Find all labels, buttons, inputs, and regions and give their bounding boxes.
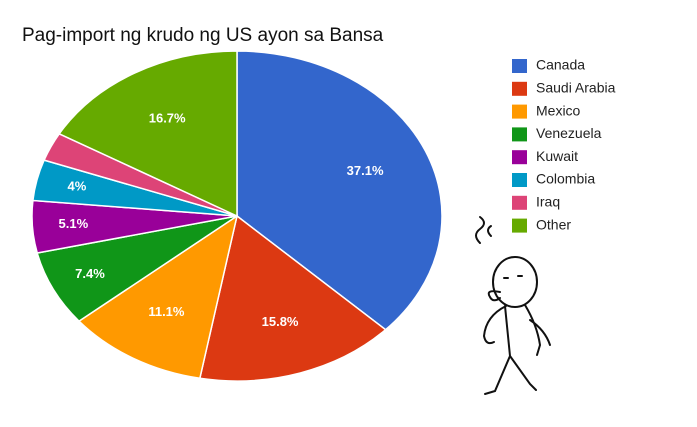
- data-label: 5.1%: [59, 216, 89, 231]
- legend-label: Canada: [536, 57, 585, 73]
- legend-swatch: [512, 127, 527, 142]
- legend-swatch: [512, 218, 527, 233]
- data-label: 7.4%: [75, 266, 105, 281]
- legend-label: Colombia: [536, 171, 595, 187]
- legend-swatch: [512, 104, 527, 119]
- legend-label: Other: [536, 216, 571, 232]
- data-label: 4%: [68, 179, 87, 194]
- data-label: 37.1%: [347, 163, 384, 178]
- legend-swatch: [512, 81, 527, 96]
- pie-slice: [198, 214, 387, 382]
- pie-slice: [236, 50, 443, 331]
- legend-label: Kuwait: [536, 148, 578, 164]
- legend-swatch: [512, 59, 527, 73]
- chart-title: Pag-import ng krudo ng US ayon sa Bansa: [22, 25, 384, 46]
- legend-swatch: [512, 195, 527, 210]
- legend-label: Venezuela: [536, 125, 602, 141]
- data-label: 16.7%: [149, 110, 186, 125]
- legend-swatch: [512, 173, 527, 187]
- pie-slice: [58, 50, 238, 218]
- legend-label: Mexico: [536, 102, 581, 118]
- legend-label: Saudi Arabia: [536, 80, 616, 96]
- legend-swatch: [512, 150, 527, 165]
- stick-figure: [475, 216, 551, 395]
- legend-label: Iraq: [536, 194, 560, 210]
- data-label: 11.1%: [148, 304, 185, 319]
- pie-slice: [77, 214, 239, 380]
- data-label: 15.8%: [262, 314, 299, 329]
